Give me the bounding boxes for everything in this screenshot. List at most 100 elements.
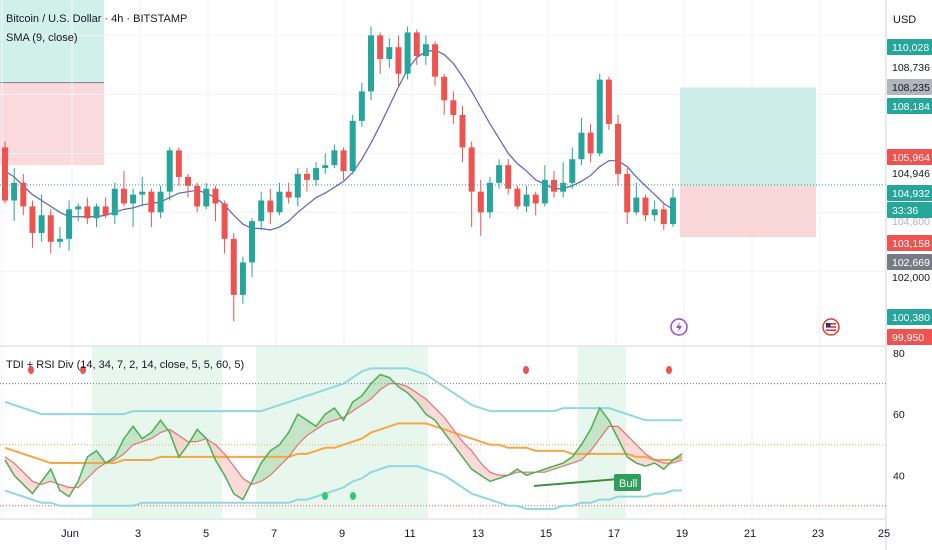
candle-body bbox=[569, 159, 576, 183]
position-tool[interactable] bbox=[680, 87, 816, 238]
tdi-lines: Bull bbox=[4, 366, 683, 510]
candle-body bbox=[203, 188, 210, 207]
candle-body bbox=[239, 262, 246, 295]
stop-loss-zone bbox=[680, 184, 816, 238]
candle-body bbox=[404, 32, 411, 74]
price-tag-bg bbox=[887, 39, 932, 55]
candle-body bbox=[578, 132, 585, 160]
price-label: 110,028 bbox=[892, 42, 929, 54]
signal-dot-0 bbox=[28, 366, 34, 374]
rsi-axis-label: 80 bbox=[893, 348, 905, 360]
tdi-cloud bbox=[361, 383, 371, 406]
candle-body bbox=[651, 209, 658, 216]
candle-body bbox=[166, 150, 173, 192]
candle-body bbox=[38, 215, 45, 233]
candle-body bbox=[230, 238, 237, 295]
candle-body bbox=[486, 182, 493, 213]
candle-body bbox=[175, 150, 182, 177]
candle-body bbox=[496, 165, 503, 183]
candle-body bbox=[386, 47, 393, 59]
time-axis-label: 5 bbox=[203, 528, 209, 540]
candle-body bbox=[120, 188, 127, 204]
tdi-cloud bbox=[178, 435, 188, 457]
candle-body bbox=[532, 194, 539, 204]
divergence-line bbox=[533, 477, 629, 487]
candle-body bbox=[368, 35, 374, 92]
old-profit-zone bbox=[0, 0, 104, 83]
candle-body bbox=[669, 197, 676, 225]
tdi-cloud bbox=[371, 374, 381, 399]
candle-body bbox=[313, 168, 320, 180]
candles bbox=[2, 26, 676, 322]
candle-body bbox=[148, 191, 155, 213]
candle-body bbox=[249, 221, 256, 263]
tdi-fast-line bbox=[4, 373, 683, 501]
time-axis-label: 23 bbox=[812, 528, 824, 540]
price-tag-bg bbox=[887, 79, 932, 95]
candle-body bbox=[541, 179, 548, 204]
price-label: 102,000 bbox=[892, 272, 930, 284]
price-label: 99,950 bbox=[892, 332, 924, 344]
price-label: 104,800 bbox=[892, 216, 930, 228]
tdi-cloud bbox=[636, 444, 646, 467]
tdi-cloud bbox=[416, 392, 426, 415]
candle-body bbox=[212, 188, 219, 204]
us-flag-icon[interactable] bbox=[822, 318, 840, 336]
candle-body bbox=[139, 191, 146, 195]
tdi-lower-band bbox=[4, 465, 683, 510]
sma-legend[interactable]: SMA (9, close) bbox=[6, 32, 78, 44]
tdi-cloud bbox=[87, 450, 97, 479]
lightning-icon[interactable] bbox=[670, 318, 688, 336]
candle-body bbox=[413, 32, 420, 57]
tdi-cloud bbox=[306, 420, 317, 436]
candle-body bbox=[560, 182, 567, 192]
candle-body bbox=[605, 79, 612, 124]
time-axis-label: 21 bbox=[744, 528, 756, 540]
tdi-legend[interactable]: TDI + RSI Div (14, 34, 7, 2, 14, close, … bbox=[6, 359, 244, 371]
tdi-upper-band bbox=[4, 367, 683, 422]
countdown-label: 33:36 bbox=[892, 205, 918, 217]
candle-body bbox=[331, 150, 338, 166]
signal-dot-2 bbox=[523, 366, 529, 374]
candle-body bbox=[130, 194, 137, 204]
candle-body bbox=[11, 182, 18, 201]
signal-dot-5 bbox=[350, 492, 356, 500]
candle-body bbox=[221, 203, 228, 239]
time-axis-label: 15 bbox=[540, 528, 552, 540]
candle-body bbox=[276, 191, 283, 213]
candle-body bbox=[624, 173, 631, 213]
candle-body bbox=[29, 206, 36, 233]
symbol-legend[interactable]: Bitcoin / U.S. Dollar · 4h · BITSTAMP bbox=[6, 13, 187, 25]
candle-body bbox=[75, 206, 82, 210]
candle-body bbox=[340, 150, 347, 172]
candle-body bbox=[551, 179, 557, 192]
price-label: 108,736 bbox=[892, 62, 930, 74]
candle-body bbox=[432, 44, 439, 77]
candle-body bbox=[587, 132, 594, 154]
candle-body bbox=[450, 100, 457, 115]
price-axis[interactable]: 110,028 108,736 108,235 108,184 105,964 104,9… bbox=[887, 39, 932, 345]
time-axis-label: Jun bbox=[61, 528, 79, 540]
candle-body bbox=[642, 197, 649, 216]
tdi-cloud bbox=[261, 450, 271, 482]
signal-region-1 bbox=[256, 347, 428, 518]
price-tag-bg bbox=[887, 165, 932, 181]
price-tag-bg bbox=[887, 309, 932, 325]
time-axis-label: 3 bbox=[135, 528, 141, 540]
candle-body bbox=[84, 206, 91, 219]
tdi-mid-band bbox=[4, 422, 683, 465]
symbol-title: Bitcoin / U.S. Dollar · 4h · BITSTAMP bbox=[6, 13, 188, 25]
price-label: 102,669 bbox=[892, 257, 930, 269]
candle-body bbox=[349, 120, 356, 172]
time-axis[interactable]: Jun 3 5 7 9 11 13 15 17 19 21 23 25 bbox=[61, 528, 890, 540]
price-label: 104,932 bbox=[892, 188, 930, 200]
bull-badge-label: Bull bbox=[619, 478, 637, 490]
bull-badge bbox=[614, 474, 641, 491]
tdi-cloud bbox=[435, 408, 445, 433]
price-label: 108,235 bbox=[892, 82, 930, 94]
candle-body bbox=[258, 200, 265, 222]
rsi-axis[interactable]: 80 60 40 bbox=[893, 348, 905, 482]
candle-body bbox=[358, 91, 365, 121]
currency-label[interactable]: USD bbox=[893, 14, 917, 26]
